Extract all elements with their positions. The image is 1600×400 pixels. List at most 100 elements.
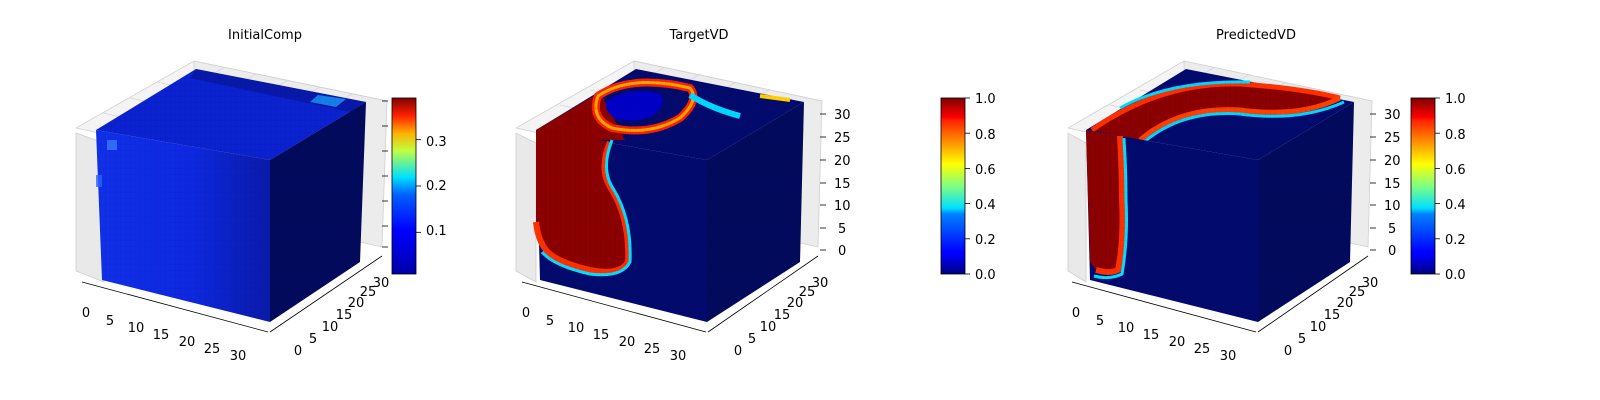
chart-title: InitialComp [228,28,302,43]
colorbar-tick-label: 0.0 [975,268,996,283]
voxel-cube [533,69,804,322]
x-tick-labels: 0 5 10 15 20 25 30 [1072,306,1236,364]
x-tick-label: 0 [82,306,90,321]
y-tick-label: 30 [373,276,390,291]
colorbar-tick-label: 1.0 [1445,92,1466,107]
y-tick-label: 0 [734,344,742,359]
colorbar-tick-label: 0.3 [426,135,447,150]
colorbar-tick-label: 0.4 [975,198,996,213]
colorbar-tick-label: 0.6 [1445,163,1466,178]
x-tick-label: 0 [522,306,530,321]
x-axis [1071,281,1257,333]
z-tick-label: 20 [1384,154,1401,169]
panel-predictedvd: PredictedVD [1066,28,1466,364]
voxel-cube [1086,69,1354,322]
z-tick-label: 20 [834,154,851,169]
y-tick-label: 5 [748,332,756,347]
y-tick-labels: 0 5 10 15 20 25 30 [294,276,389,359]
back-pane-left [515,132,537,283]
x-tick-label: 30 [230,349,247,364]
colorbar-tick-label: 0.8 [975,128,996,143]
y-tick-label: 30 [812,276,829,291]
colorbar-tick-label: 0.2 [426,179,447,194]
z-tick-labels: 0 5 10 15 20 25 30 [1370,108,1401,259]
colorbar: 0.0 0.2 0.4 0.6 0.8 1.0 [1410,92,1466,283]
y-axis [269,255,383,333]
y-tick-label: 15 [336,308,353,323]
y-tick-labels: 0 5 10 15 20 25 30 [1284,276,1378,359]
x-tick-label: 10 [128,321,145,336]
x-tick-label: 30 [670,349,687,364]
y-tick-label: 15 [1324,308,1341,323]
colorbar-gradient [1410,97,1436,275]
z-tick-label: 15 [1384,177,1401,192]
colorbar-tick-label: 0.1 [426,224,447,239]
colorbar-tick-label: 0.4 [1445,198,1466,213]
z-tick-label: 25 [834,131,851,146]
x-tick-labels: 0 5 10 15 20 25 30 [522,306,686,364]
x-axis [81,281,269,333]
chart-title: TargetVD [668,28,728,43]
y-tick-label: 25 [799,285,816,300]
colorbar-gradient [940,97,966,275]
x-tick-label: 25 [644,342,661,357]
x-tick-label: 25 [1194,342,1211,357]
x-tick-labels: 0 5 10 15 20 25 30 [82,306,246,364]
z-tick-label: 15 [834,177,851,192]
colorbar-tick-label: 1.0 [975,92,996,107]
x-tick-label: 10 [1118,321,1135,336]
z-tick-labels: 0 5 10 15 20 25 30 [820,108,851,259]
colorbar-tick-label: 0.0 [1445,268,1466,283]
y-tick-label: 20 [348,296,365,311]
x-tick-label: 15 [593,328,610,343]
back-pane-left [75,132,105,283]
x-tick-label: 5 [106,314,114,329]
y-tick-label: 5 [309,332,317,347]
panel-initialcomp: InitialComp [74,28,447,364]
z-tick-label: 10 [1384,199,1401,214]
x-tick-label: 20 [1169,335,1186,350]
y-tick-label: 10 [760,320,777,335]
y-tick-labels: 0 5 10 15 20 25 30 [734,276,828,359]
z-tick-label: 25 [1384,131,1401,146]
x-tick-label: 5 [546,314,554,329]
z-tick-label: 0 [1388,244,1396,259]
x-tick-label: 20 [619,335,636,350]
chart-title: PredictedVD [1216,28,1296,43]
x-tick-label: 30 [1220,349,1237,364]
z-axis-ticks [382,100,388,248]
y-tick-label: 20 [1337,296,1354,311]
y-tick-label: 20 [787,296,804,311]
y-tick-label: 10 [1310,320,1327,335]
colorbar-tick-label: 0.6 [975,163,996,178]
x-tick-label: 5 [1096,314,1104,329]
y-tick-label: 25 [1349,285,1366,300]
x-tick-label: 15 [153,328,170,343]
colorbar-tick-label: 0.8 [1445,128,1466,143]
y-tick-label: 0 [1284,344,1292,359]
x-tick-label: 0 [1072,306,1080,321]
z-tick-label: 30 [1384,108,1401,123]
colorbar-tick-label: 0.2 [1445,233,1466,248]
panel-targetvd: TargetVD [514,28,996,364]
x-axis [521,281,707,333]
voxel-cube [96,69,366,322]
y-tick-label: 30 [1362,276,1379,291]
colorbar-gradient [391,97,417,275]
y-axis [1257,255,1369,333]
colorbar-tick-label: 0.2 [975,233,996,248]
x-tick-label: 15 [1143,328,1160,343]
y-tick-label: 25 [360,285,377,300]
z-tick-label: 5 [838,222,846,237]
y-tick-label: 5 [1298,332,1306,347]
y-tick-label: 10 [322,320,339,335]
x-tick-label: 20 [179,335,196,350]
colorbar: 0.1 0.2 0.3 [391,97,447,275]
z-tick-label: 0 [838,244,846,259]
colorbar: 0.0 0.2 0.4 0.6 0.8 1.0 [940,92,996,283]
y-tick-label: 15 [774,308,791,323]
y-tick-label: 0 [294,344,302,359]
back-pane-left [1067,132,1087,283]
z-tick-label: 5 [1388,222,1396,237]
